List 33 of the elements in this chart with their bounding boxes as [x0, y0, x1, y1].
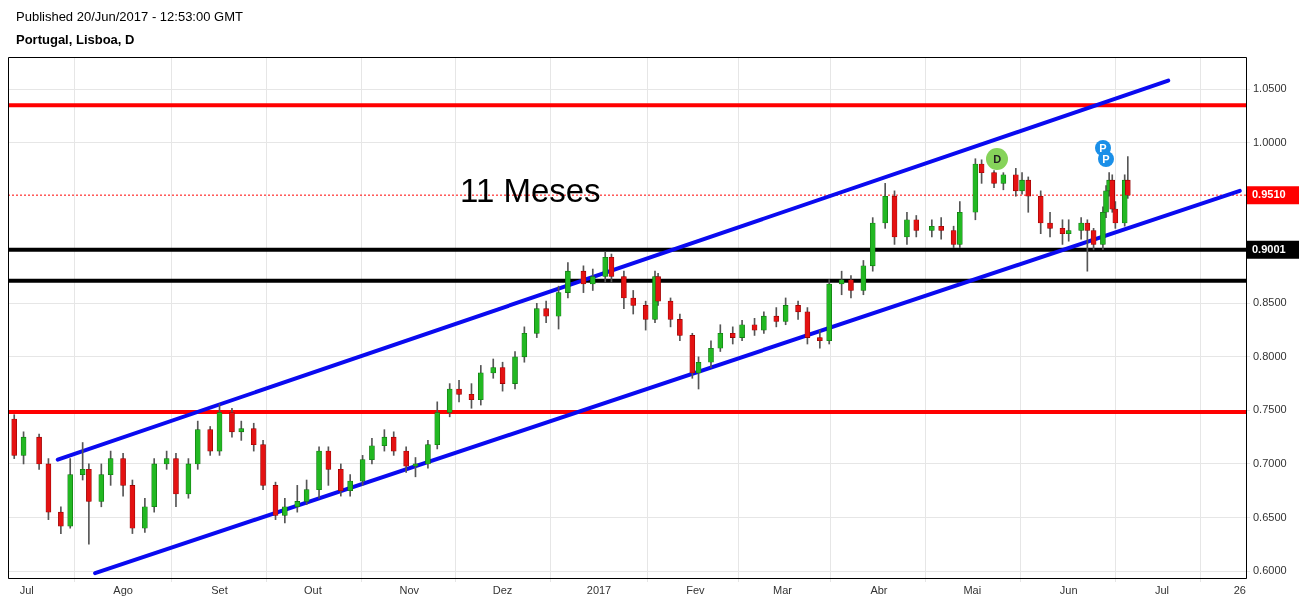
x-tick-label: Dez — [492, 583, 513, 596]
x-tick-label: 26 — [1233, 583, 1246, 596]
x-tick-label: Ago — [113, 583, 133, 596]
ref-line-label: 0.9001 — [1252, 242, 1286, 255]
chart-title: Portugal, Lisboa, D — [16, 32, 135, 47]
candlestick — [1047, 211, 1053, 238]
y-tick-label: 0.8500 — [1253, 296, 1287, 309]
y-tick-label: 0.8000 — [1253, 349, 1287, 362]
x-tick-label: Jul — [1154, 583, 1170, 596]
candlestick — [938, 217, 944, 240]
x-tick-label: Jun — [1059, 583, 1078, 596]
candlestick — [294, 485, 301, 513]
ref-line-label: 0.9510 — [1252, 188, 1286, 201]
x-tick-label: Mar — [773, 583, 793, 596]
y-tick-label: 0.6500 — [1253, 510, 1287, 523]
chart-subtitle: Published 20/Jun/2017 - 12:53:00 GMT — [16, 9, 243, 24]
x-tick-label: Set — [211, 583, 228, 596]
x-tick-label: Fev — [686, 583, 706, 596]
x-tick-label: Nov — [399, 583, 420, 596]
y-tick-label: 1.0000 — [1253, 135, 1287, 148]
x-tick-label: Mai — [963, 583, 982, 596]
candlestick — [817, 329, 823, 349]
x-tick-label: Abr — [870, 583, 888, 596]
x-tick-label: Out — [303, 583, 322, 596]
y-tick-label: 0.7000 — [1253, 456, 1287, 469]
y-tick-label: 0.6000 — [1253, 564, 1287, 577]
x-tick-label: Jul — [19, 583, 34, 596]
y-tick-label: 1.0500 — [1253, 82, 1287, 95]
annotation: 11 Meses — [460, 172, 601, 210]
round-badge-icon: D — [986, 147, 1009, 170]
x-tick-label: 2017 — [586, 583, 612, 596]
y-tick-label: 0.7500 — [1253, 403, 1287, 416]
candlestick — [238, 420, 245, 441]
